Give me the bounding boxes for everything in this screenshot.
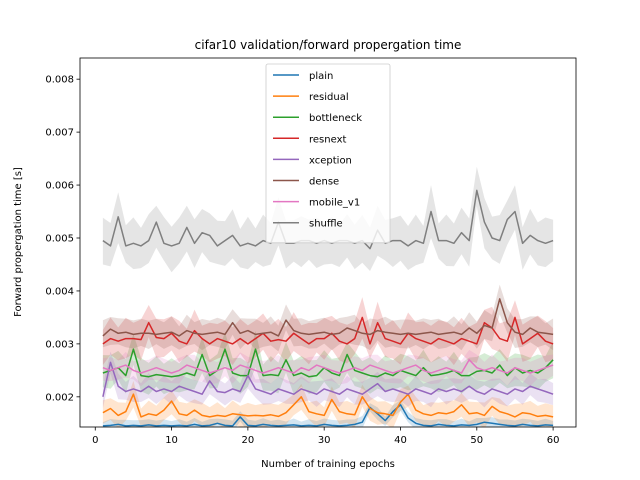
y-axis-ticks: 0.002 0.003 0.004 0.005 0.006 0.007 0.008 xyxy=(45,75,80,403)
x-tick-label: 40 xyxy=(394,435,407,446)
y-tick-label: 0.004 xyxy=(45,286,74,297)
y-tick-label: 0.008 xyxy=(45,75,74,86)
series-line xyxy=(102,316,554,345)
series-line xyxy=(102,298,554,337)
legend: plain residual bottleneck resnext xception de… xyxy=(265,63,391,244)
x-tick-label: 50 xyxy=(470,435,483,446)
x-tick-label: 0 xyxy=(92,435,98,446)
series-line xyxy=(102,361,554,397)
y-axis-label: Forward propergation time [s] xyxy=(13,167,24,317)
confidence-band xyxy=(102,166,554,273)
plot-frame xyxy=(79,57,577,428)
series-line xyxy=(102,348,554,378)
legend-label: mobile_v1 xyxy=(309,198,360,209)
legend-label: residual xyxy=(309,92,349,103)
legend-label: xception xyxy=(309,155,352,166)
confidence-band xyxy=(102,349,554,387)
x-tick-label: 30 xyxy=(318,435,331,446)
legend-label: plain xyxy=(309,71,333,82)
confidence-band xyxy=(102,330,554,395)
legend-label: shuffle xyxy=(309,219,343,230)
legend-box xyxy=(265,63,391,244)
legend-label: bottleneck xyxy=(309,113,362,124)
x-axis-label: Number of training epochs xyxy=(261,459,395,470)
series-line xyxy=(102,359,554,374)
y-tick-label: 0.003 xyxy=(45,339,74,350)
legend-label: dense xyxy=(309,177,339,188)
x-tick-label: 10 xyxy=(165,435,178,446)
series-line xyxy=(102,393,554,418)
confidence-band xyxy=(102,351,554,409)
series-line xyxy=(102,404,554,427)
series-lines xyxy=(102,189,554,427)
x-tick-label: 20 xyxy=(242,435,255,446)
x-axis-ticks: 0 10 20 30 40 50 60 xyxy=(92,427,559,446)
y-tick-label: 0.006 xyxy=(45,181,74,192)
confidence-band xyxy=(102,400,554,427)
x-tick-label: 60 xyxy=(547,435,560,446)
y-tick-label: 0.007 xyxy=(45,128,74,139)
confidence-band xyxy=(102,297,554,366)
chart-title: cifar10 validation/forward propergation … xyxy=(195,38,462,52)
y-tick-label: 0.005 xyxy=(45,234,74,245)
legend-label: resnext xyxy=(309,134,346,145)
y-tick-label: 0.002 xyxy=(45,392,74,403)
